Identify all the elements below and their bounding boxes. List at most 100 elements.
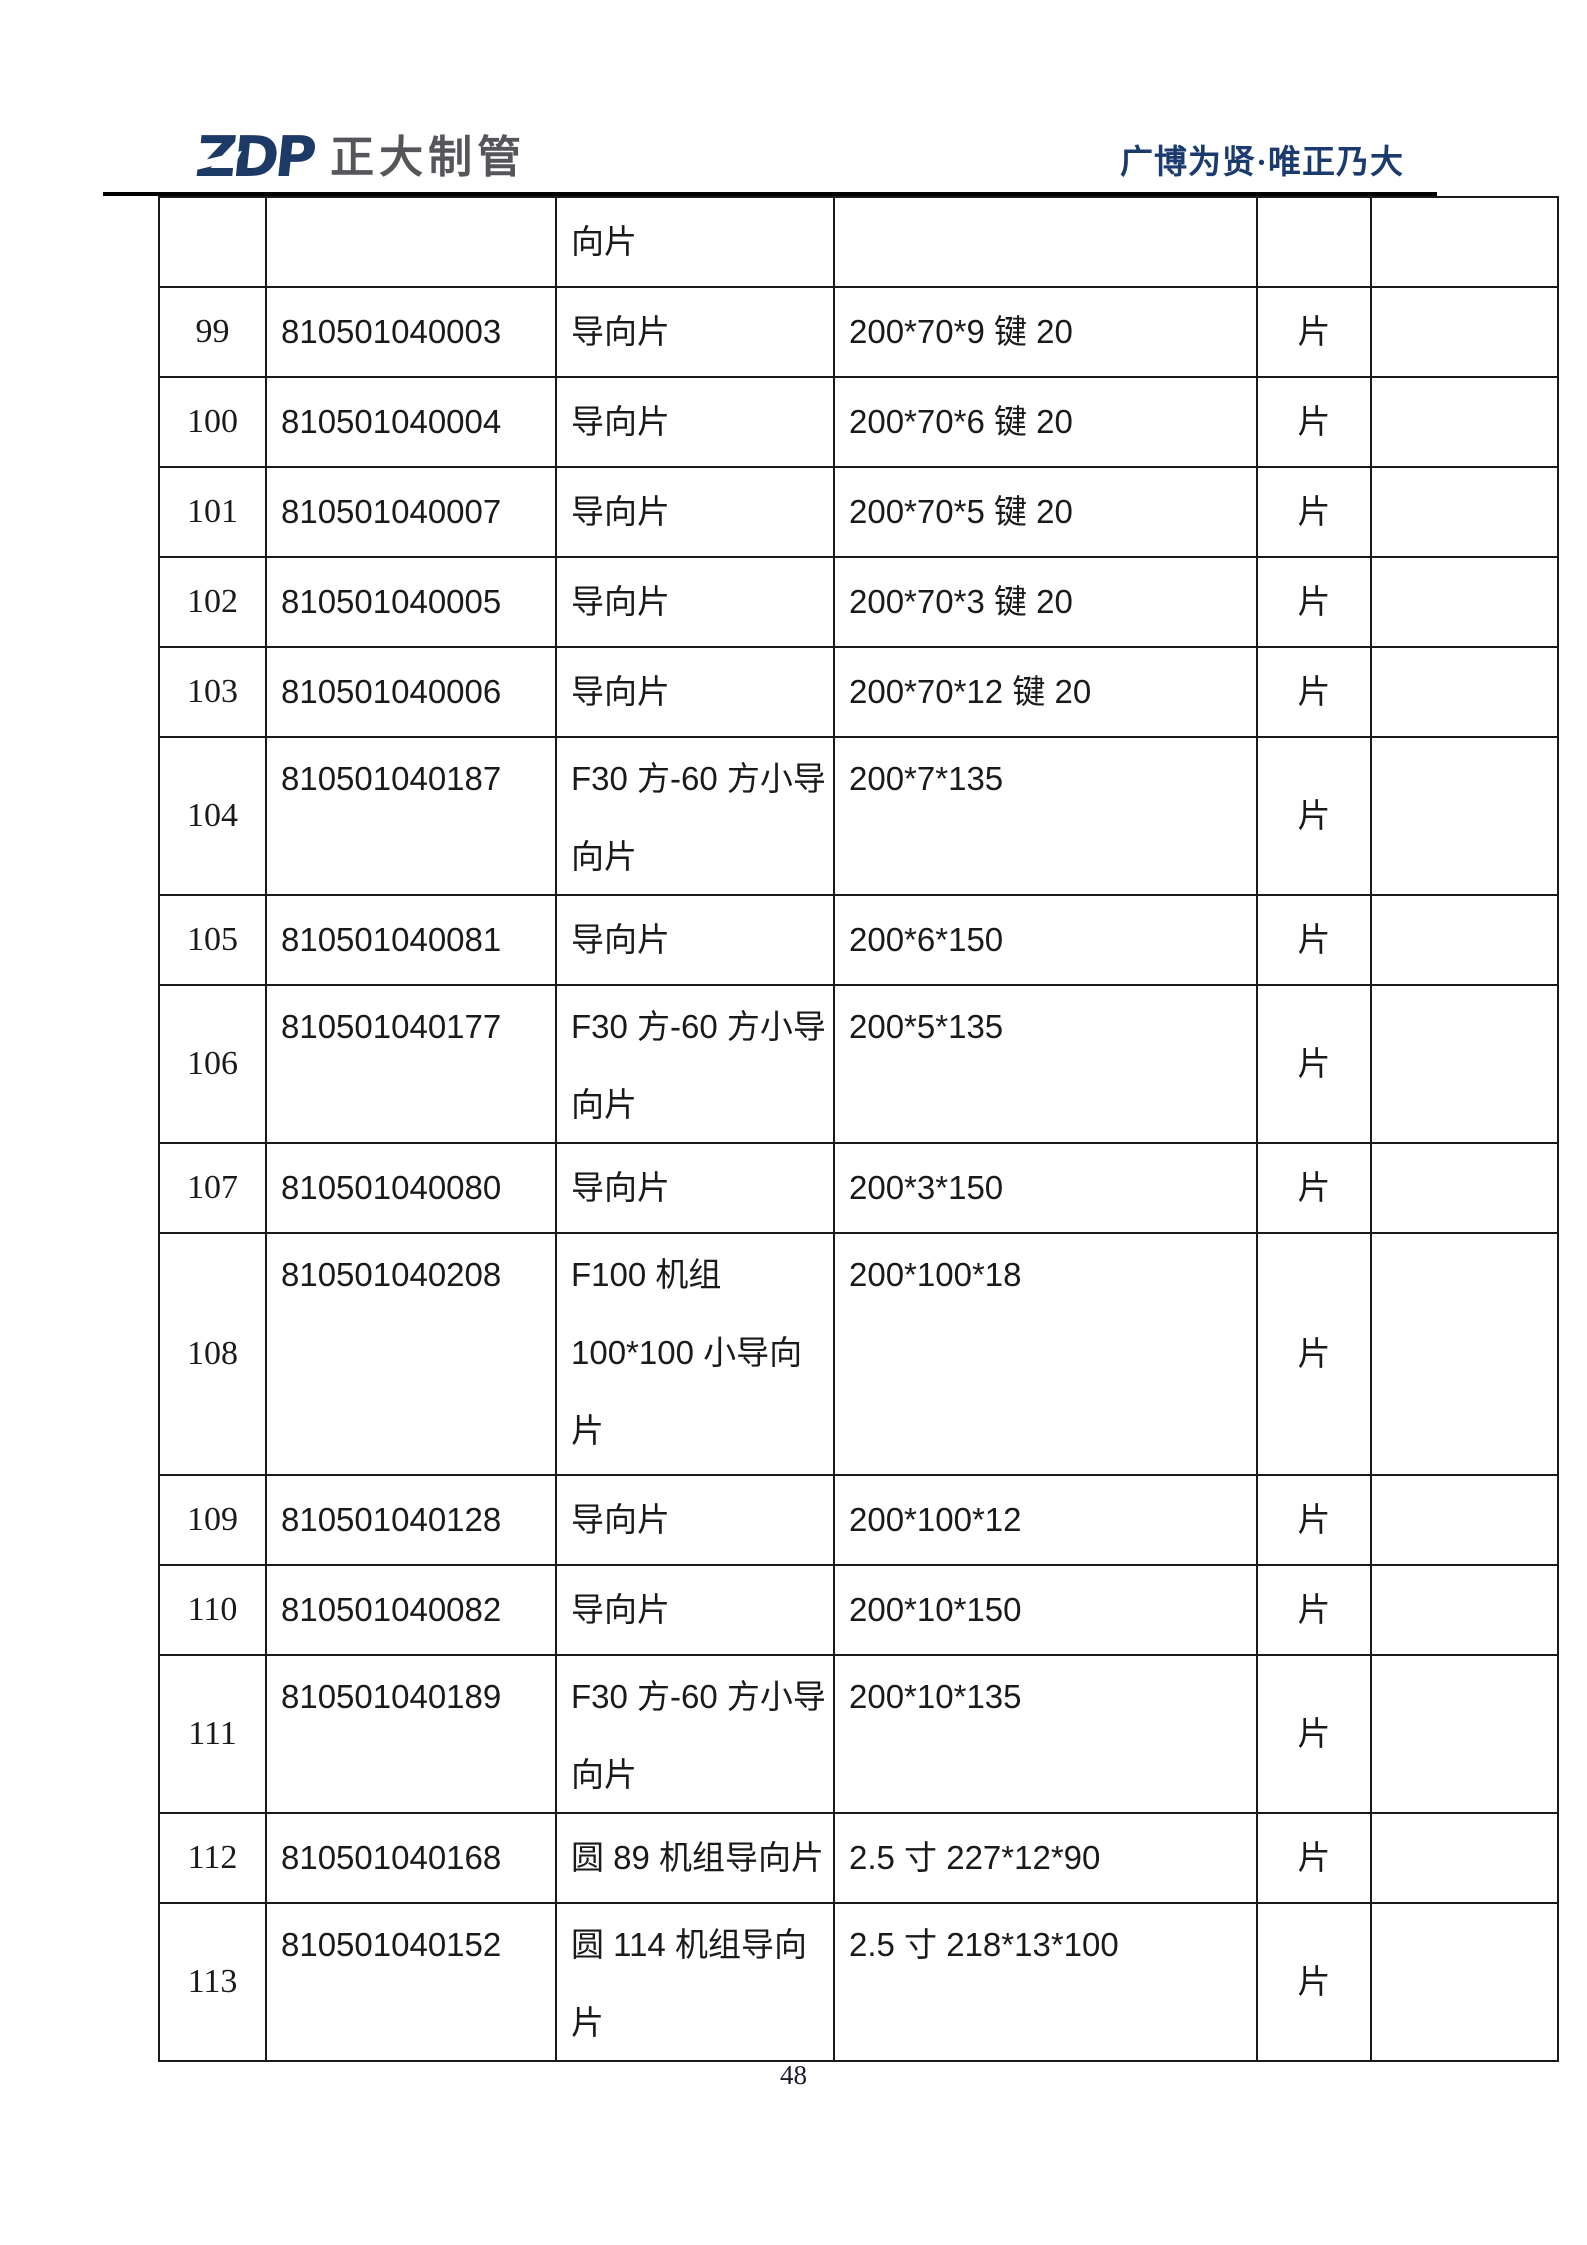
spec-cell: 200*70*6 键 20 (835, 378, 1258, 468)
code-cell: 810501040177 (267, 986, 557, 1144)
table-row: 106 810501040177 F30 方-60 方小导 向片 200*5*135 片 (160, 986, 1559, 1144)
name-cell: 导向片 (557, 378, 835, 468)
name-cell: F30 方-60 方小导 向片 (557, 986, 835, 1144)
remark-cell (1372, 378, 1559, 468)
spec-cell: 200*100*12 (835, 1476, 1258, 1566)
spec-cell: 200*70*3 键 20 (835, 558, 1258, 648)
unit-cell: 片 (1258, 896, 1372, 986)
remark-cell (1372, 1144, 1559, 1234)
table-row: 103 810501040006 导向片 200*70*12 键 20 片 (160, 648, 1559, 738)
table-row: 104 810501040187 F30 方-60 方小导 向片 200*7*135 片 (160, 738, 1559, 896)
table-row: 向片 (160, 198, 1559, 288)
remark-cell (1372, 558, 1559, 648)
table-row: 100 810501040004 导向片 200*70*6 键 20 片 (160, 378, 1559, 468)
header-rule (103, 192, 1437, 196)
spec-cell: 200*7*135 (835, 738, 1258, 896)
name-cell: 导向片 (557, 1566, 835, 1656)
name-cell: 导向片 (557, 896, 835, 986)
table-row: 113 810501040152 圆 114 机组导向 片 2.5 寸 218*13*… (160, 1904, 1559, 2062)
code-cell: 810501040007 (267, 468, 557, 558)
row-number-cell: 113 (160, 1904, 267, 2062)
row-number-cell: 100 (160, 378, 267, 468)
table-row: 109 810501040128 导向片 200*100*12 片 (160, 1476, 1559, 1566)
unit-cell: 片 (1258, 468, 1372, 558)
row-number-cell: 107 (160, 1144, 267, 1234)
remark-cell (1372, 1476, 1559, 1566)
spec-cell: 200*10*135 (835, 1656, 1258, 1814)
remark-cell (1372, 896, 1559, 986)
table-row: 107 810501040080 导向片 200*3*150 片 (160, 1144, 1559, 1234)
remark-cell (1372, 986, 1559, 1144)
code-cell: 810501040152 (267, 1904, 557, 2062)
unit-cell: 片 (1258, 1814, 1372, 1904)
name-cell: 导向片 (557, 558, 835, 648)
name-cell: 圆 89 机组导向片 (557, 1814, 835, 1904)
unit-cell: 片 (1258, 378, 1372, 468)
name-cell: F30 方-60 方小导 向片 (557, 1656, 835, 1814)
table-row: 110 810501040082 导向片 200*10*150 片 (160, 1566, 1559, 1656)
unit-cell: 片 (1258, 1566, 1372, 1656)
table-row: 99 810501040003 导向片 200*70*9 键 20 片 (160, 288, 1559, 378)
code-cell: 810501040082 (267, 1566, 557, 1656)
spec-cell: 200*10*150 (835, 1566, 1258, 1656)
code-cell: 810501040128 (267, 1476, 557, 1566)
unit-cell: 片 (1258, 1144, 1372, 1234)
row-number-cell: 111 (160, 1656, 267, 1814)
row-number-cell: 102 (160, 558, 267, 648)
table-row: 111 810501040189 F30 方-60 方小导 向片 200*10*135… (160, 1656, 1559, 1814)
code-cell: 810501040168 (267, 1814, 557, 1904)
name-cell: 导向片 (557, 648, 835, 738)
table-row: 105 810501040081 导向片 200*6*150 片 (160, 896, 1559, 986)
row-number-cell: 105 (160, 896, 267, 986)
name-cell: 导向片 (557, 288, 835, 378)
code-cell: 810501040080 (267, 1144, 557, 1234)
remark-cell (1372, 1656, 1559, 1814)
unit-cell: 片 (1258, 986, 1372, 1144)
unit-cell: 片 (1258, 1476, 1372, 1566)
table-row: 101 810501040007 导向片 200*70*5 键 20 片 (160, 468, 1559, 558)
remark-cell (1372, 1234, 1559, 1476)
company-logo: ZDP 正大制管 (192, 125, 527, 190)
spec-cell: 200*70*9 键 20 (835, 288, 1258, 378)
row-number-cell: 109 (160, 1476, 267, 1566)
unit-cell: 片 (1258, 288, 1372, 378)
spec-cell: 2.5 寸 218*13*100 (835, 1904, 1258, 2062)
name-cell: 导向片 (557, 1476, 835, 1566)
name-cell: 向片 (557, 198, 835, 288)
unit-cell: 片 (1258, 738, 1372, 896)
spec-cell (835, 198, 1258, 288)
company-name: 正大制管 (330, 133, 527, 182)
name-cell: F30 方-60 方小导 向片 (557, 738, 835, 896)
spec-cell: 200*5*135 (835, 986, 1258, 1144)
row-number-cell: 99 (160, 288, 267, 378)
spec-cell: 200*100*18 (835, 1234, 1258, 1476)
name-cell: 导向片 (557, 468, 835, 558)
name-cell: 导向片 (557, 1144, 835, 1234)
code-cell: 810501040003 (267, 288, 557, 378)
code-cell (267, 198, 557, 288)
remark-cell (1372, 1814, 1559, 1904)
zdp-logo-mark: ZDP (192, 125, 316, 190)
row-number-cell: 104 (160, 738, 267, 896)
code-cell: 810501040004 (267, 378, 557, 468)
table-row: 112 810501040168 圆 89 机组导向片 2.5 寸 227*12*90… (160, 1814, 1559, 1904)
table-row: 102 810501040005 导向片 200*70*3 键 20 片 (160, 558, 1559, 648)
code-cell: 810501040189 (267, 1656, 557, 1814)
unit-cell: 片 (1258, 648, 1372, 738)
remark-cell (1372, 648, 1559, 738)
spec-cell: 200*6*150 (835, 896, 1258, 986)
table-row: 108 810501040208 F100 机组 100*100 小导向 片 200*… (160, 1234, 1559, 1476)
row-number-cell (160, 198, 267, 288)
spec-cell: 200*70*5 键 20 (835, 468, 1258, 558)
header-slogan: 广博为贤·唯正乃大 (1120, 145, 1405, 181)
remark-cell (1372, 198, 1559, 288)
remark-cell (1372, 1904, 1559, 2062)
code-cell: 810501040081 (267, 896, 557, 986)
parts-table: 向片 99 810501040003 导向片 200*70*9 键 20 片 100 8105… (158, 196, 1559, 2062)
unit-cell: 片 (1258, 558, 1372, 648)
remark-cell (1372, 468, 1559, 558)
unit-cell: 片 (1258, 1904, 1372, 2062)
remark-cell (1372, 1566, 1559, 1656)
spec-cell: 2.5 寸 227*12*90 (835, 1814, 1258, 1904)
